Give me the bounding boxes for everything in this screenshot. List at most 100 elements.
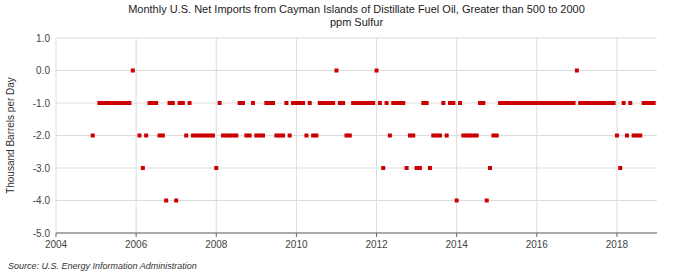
point [348,134,352,138]
grid-line [56,233,657,234]
points [91,69,656,203]
point [161,134,165,138]
grid-line [56,70,657,71]
point [612,101,616,105]
point [622,101,626,105]
point [174,199,178,203]
grid-line [136,38,137,233]
point [288,134,292,138]
background [0,0,675,275]
point [625,134,629,138]
tick-label: -5.0 [33,228,51,239]
point [241,101,245,105]
tick-mark [456,233,457,237]
tick-label: -1.0 [33,98,51,109]
point [425,101,429,105]
point [575,69,579,73]
point [418,166,422,170]
title: Monthly U.S. Net Imports from Cayman Isl… [128,3,585,28]
tick-label: -3.0 [33,163,51,174]
grid-line [56,200,657,201]
point [445,134,449,138]
grid-line [56,168,657,169]
point [572,101,576,105]
point [385,101,389,105]
point [141,166,145,170]
point [234,134,238,138]
point [314,134,318,138]
point [615,134,619,138]
point [638,134,642,138]
point [485,199,489,203]
point [251,101,255,105]
point [304,134,308,138]
tick-label: 2012 [365,239,388,250]
point [341,101,345,105]
point [271,101,275,105]
point [154,101,158,105]
tick-label: -2.0 [33,130,51,141]
tick-label: -4.0 [33,195,51,206]
point [188,101,192,105]
tick-mark [616,233,617,237]
tick-label: 0.0 [36,65,50,76]
point [451,101,455,105]
grid-line [216,38,217,233]
grid [56,38,657,233]
point [378,101,382,105]
point [171,101,175,105]
point [164,199,168,203]
point [261,134,265,138]
point [284,101,288,105]
point [91,134,95,138]
point [428,166,432,170]
point [411,134,415,138]
tick-label: 2016 [526,239,549,250]
point [618,166,622,170]
grid-line [56,38,57,233]
tick-mark [376,233,377,237]
tick-mark [136,233,137,237]
point [281,134,285,138]
tick-label: 2004 [45,239,68,250]
x-axis-line [56,233,657,234]
grid-line [376,38,377,233]
point [481,101,485,105]
point [211,134,215,138]
tick-label: 2010 [285,239,308,250]
point [181,101,185,105]
grid-line [456,38,457,233]
tick-mark [536,233,537,237]
point [248,134,252,138]
title-line: Monthly U.S. Net Imports from Cayman Isl… [128,3,585,15]
point [214,166,218,170]
point [441,101,445,105]
point [137,134,141,138]
point [405,166,409,170]
point [475,134,479,138]
point [144,134,148,138]
tick-label: 2008 [205,239,228,250]
point [652,101,656,105]
tick-label: 1.0 [36,33,50,44]
point [455,199,459,203]
point [375,69,379,73]
point [495,134,499,138]
point [628,101,632,105]
tick-mark [216,233,217,237]
point [301,101,305,105]
point [131,69,135,73]
grid-line [296,38,297,233]
point [334,69,338,73]
point [488,166,492,170]
point [381,166,385,170]
grid-line [536,38,537,233]
point [218,101,222,105]
title-line: ppm Sulfur [330,16,384,28]
point [438,134,442,138]
annotation: Source: U.S. Energy Information Administ… [8,261,197,271]
chart: 1.00.0-1.0-2.0-3.0-4.0-5.020042006200820… [0,0,675,275]
y-axis-label: Thousand Barrels per Day [5,77,16,194]
point [388,134,392,138]
tick-label: 2018 [606,239,629,250]
